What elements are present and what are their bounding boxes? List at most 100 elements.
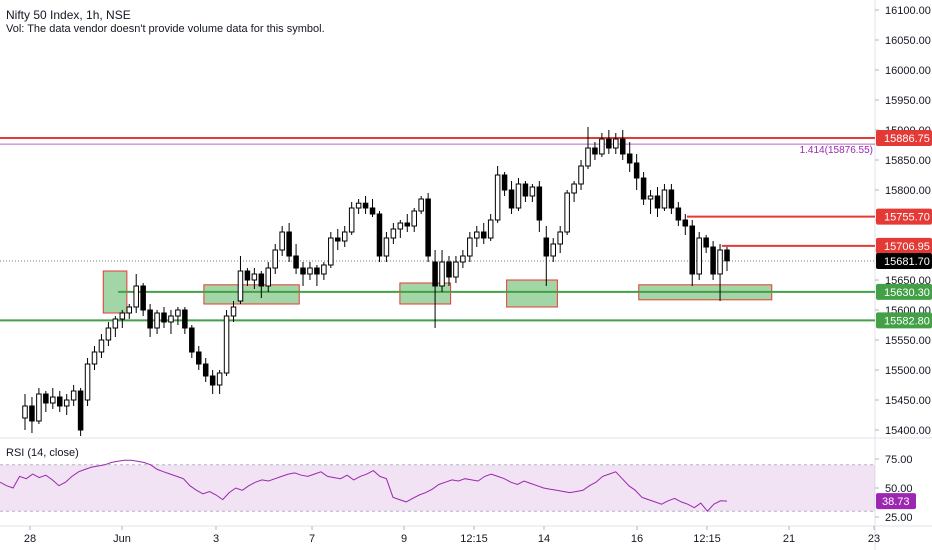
candle-body [522, 183, 529, 197]
price-tag-bg [876, 312, 932, 329]
candle-body [710, 246, 716, 275]
candle [279, 226, 285, 256]
resistance-price-tag: 15886.75 [876, 129, 932, 146]
candle [335, 229, 341, 250]
candle-body [168, 315, 174, 323]
candle-body [515, 183, 522, 209]
candle [675, 202, 682, 226]
candle [717, 244, 723, 301]
candle [147, 304, 153, 337]
candle [223, 310, 230, 376]
rsi-value-label: 38.73 [882, 496, 910, 508]
candle [140, 283, 146, 316]
zone-box [203, 284, 300, 305]
candle [640, 172, 647, 205]
candle [321, 262, 327, 280]
candle-body [467, 237, 473, 257]
price-tag-label: 15582.80 [884, 315, 930, 327]
candle-body [314, 267, 320, 275]
candle-body [272, 249, 278, 269]
candle-body [724, 249, 730, 262]
candle-body [494, 174, 501, 221]
candle [564, 190, 570, 235]
candle-body [619, 138, 626, 155]
candle [619, 130, 626, 160]
zone-box [399, 282, 452, 305]
candle [119, 310, 126, 328]
candle [453, 256, 459, 283]
candle [126, 304, 133, 319]
candle [77, 388, 84, 436]
candle-body [404, 222, 411, 227]
candle [536, 181, 543, 232]
candle-body [397, 222, 404, 230]
candle-body [606, 138, 612, 149]
candle-body [91, 351, 98, 365]
candle-body [237, 270, 244, 302]
price-tag-bg [876, 237, 932, 254]
time-tick-label: Jun [113, 533, 131, 545]
candle-body [717, 249, 723, 275]
candle [411, 208, 417, 232]
time-tick-label: 12:15 [460, 533, 488, 545]
candle [216, 370, 223, 394]
candle [724, 247, 730, 271]
candle-body [418, 198, 424, 212]
candles [22, 127, 730, 436]
candle-body [585, 147, 591, 167]
candle [355, 199, 362, 214]
price-tag-bg [876, 208, 932, 225]
candle [98, 334, 105, 358]
rsi-tick-label: 50.00 [885, 483, 913, 495]
candle-body [432, 261, 438, 287]
candle-body [460, 255, 466, 263]
candle [592, 142, 598, 160]
candle-body [307, 267, 313, 275]
candle [467, 232, 473, 262]
candle-body [341, 231, 348, 242]
rsi-value-tag: 38.73 [876, 493, 916, 510]
time-tick-label: 16 [631, 533, 643, 545]
candle-body [202, 363, 209, 377]
price-tag-bg [876, 283, 932, 300]
candle [251, 268, 258, 289]
candle [202, 358, 209, 382]
candle [682, 214, 689, 235]
candle-body [654, 195, 661, 209]
candle-body [84, 363, 91, 401]
candle-body [689, 225, 696, 275]
candle-body [70, 390, 77, 401]
support-price-tag: 15630.30 [876, 283, 932, 300]
candle-body [258, 273, 265, 287]
candle [154, 310, 160, 334]
volume-note: Vol: The data vendor doesn't provide vol… [6, 23, 325, 35]
candle-body [216, 372, 223, 386]
candle-body [63, 399, 70, 407]
time-tick-label: 28 [24, 533, 36, 545]
candle [286, 223, 292, 262]
price-tag-label: 15886.75 [884, 133, 930, 145]
candle [599, 133, 605, 157]
resistance-price-tag: 15755.70 [876, 208, 932, 225]
support-price-tag: 15582.80 [876, 312, 932, 329]
candle-body [105, 327, 112, 341]
candle [56, 391, 63, 412]
candle-body [119, 312, 126, 320]
candle-body [328, 237, 334, 266]
candle [348, 202, 355, 235]
price-tick-label: 15450.00 [885, 395, 931, 407]
candle-body [647, 195, 654, 200]
candle [91, 346, 98, 370]
candle [578, 160, 584, 190]
candle-body [613, 138, 619, 149]
candle-body [36, 393, 42, 422]
candle [439, 250, 445, 292]
chart-title: Nifty 50 Index, 1h, NSE [6, 8, 131, 22]
candle-body [703, 237, 709, 248]
candle [606, 130, 612, 154]
candle-body [369, 207, 376, 215]
candle [209, 370, 216, 394]
candle [550, 238, 556, 262]
candle-body [376, 213, 383, 257]
